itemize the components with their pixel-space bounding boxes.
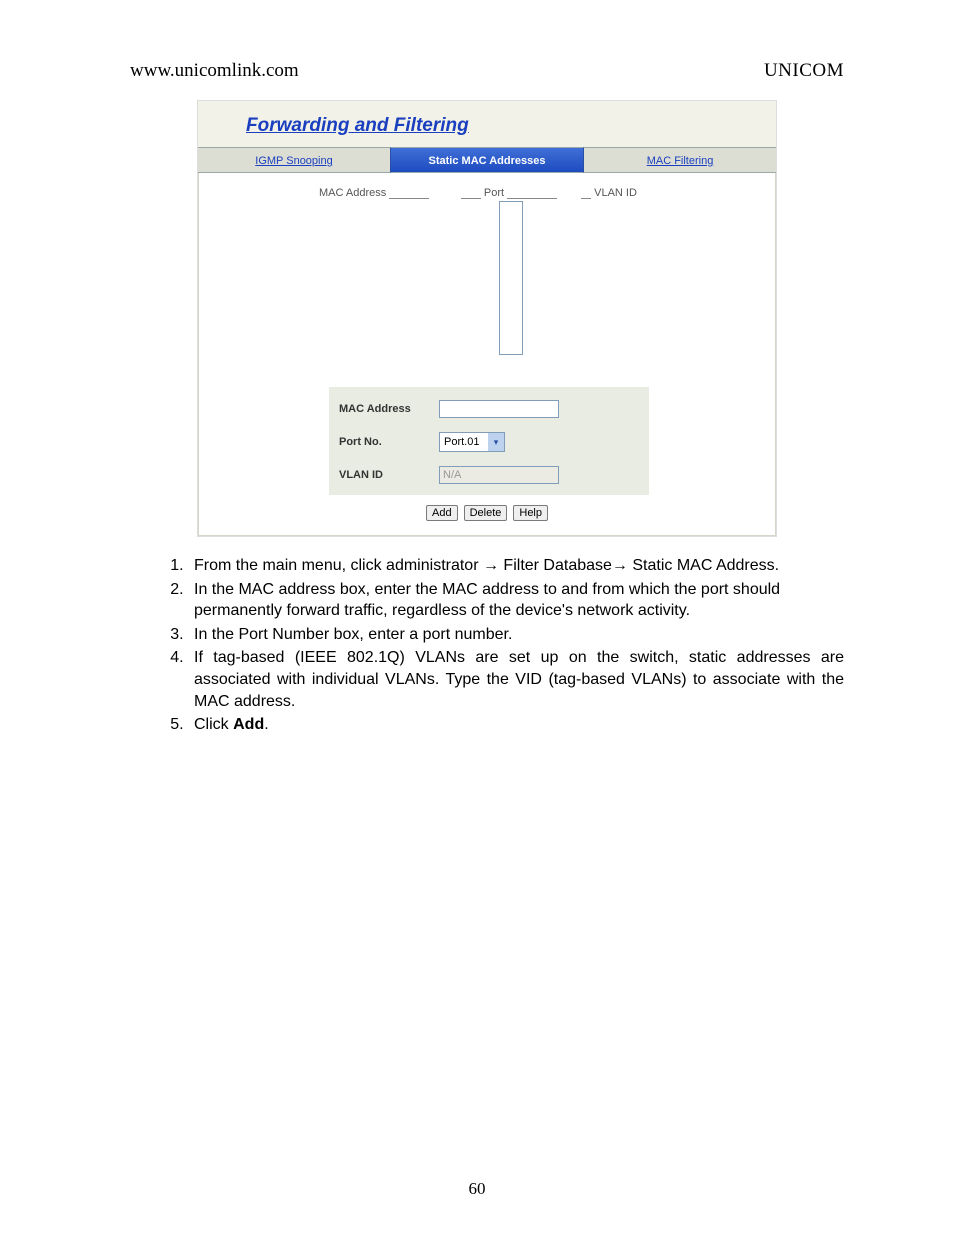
input-mac-address[interactable] (439, 400, 559, 418)
step-2: In the MAC address box, enter the MAC ad… (188, 579, 844, 622)
label-port-no: Port No. (339, 436, 439, 448)
delete-button[interactable]: Delete (464, 505, 508, 521)
header-url: www.unicomlink.com (130, 60, 299, 82)
page-header: www.unicomlink.com UNICOM (130, 60, 844, 82)
config-panel: Forwarding and Filtering IGMP Snooping S… (197, 100, 777, 537)
header-brand: UNICOM (764, 60, 844, 82)
arrow-icon: → (483, 557, 499, 574)
entry-form: MAC Address Port No. Port.01 ▾ VLAN ID (329, 387, 649, 495)
table-headers: MAC Address Port VLAN ID (199, 183, 775, 199)
button-row: Add Delete Help (199, 495, 775, 525)
page-number: 60 (0, 1179, 954, 1199)
add-button[interactable]: Add (426, 505, 458, 521)
panel-body: MAC Address Port VLAN ID MAC Address (198, 173, 776, 536)
step-1: From the main menu, click administrator … (188, 555, 844, 577)
step-4: If tag-based (IEEE 802.1Q) VLANs are set… (188, 647, 844, 712)
tab-igmp-snooping[interactable]: IGMP Snooping (198, 147, 390, 173)
col-mac-address: MAC Address (319, 187, 449, 199)
step-3: In the Port Number box, enter a port num… (188, 624, 844, 646)
tab-bar: IGMP Snooping Static MAC Addresses MAC F… (198, 147, 776, 173)
tab-mac-filtering[interactable]: MAC Filtering (584, 147, 776, 173)
select-port-value: Port.01 (440, 433, 488, 451)
panel-title: Forwarding and Filtering (198, 101, 776, 147)
instructions: From the main menu, click administrator … (130, 555, 844, 736)
arrow-icon: → (612, 557, 628, 574)
input-vlan-id (439, 466, 559, 484)
step-5: Click Add. (188, 714, 844, 736)
mac-table-listbox[interactable] (499, 201, 523, 355)
tab-static-mac[interactable]: Static MAC Addresses (390, 147, 584, 173)
col-vlan-id: VLAN ID (569, 187, 649, 199)
select-port-no[interactable]: Port.01 ▾ (439, 432, 505, 452)
label-vlan-id: VLAN ID (339, 469, 439, 481)
help-button[interactable]: Help (513, 505, 548, 521)
label-mac-address: MAC Address (339, 403, 439, 415)
chevron-down-icon: ▾ (488, 433, 504, 451)
col-port: Port (449, 187, 569, 199)
